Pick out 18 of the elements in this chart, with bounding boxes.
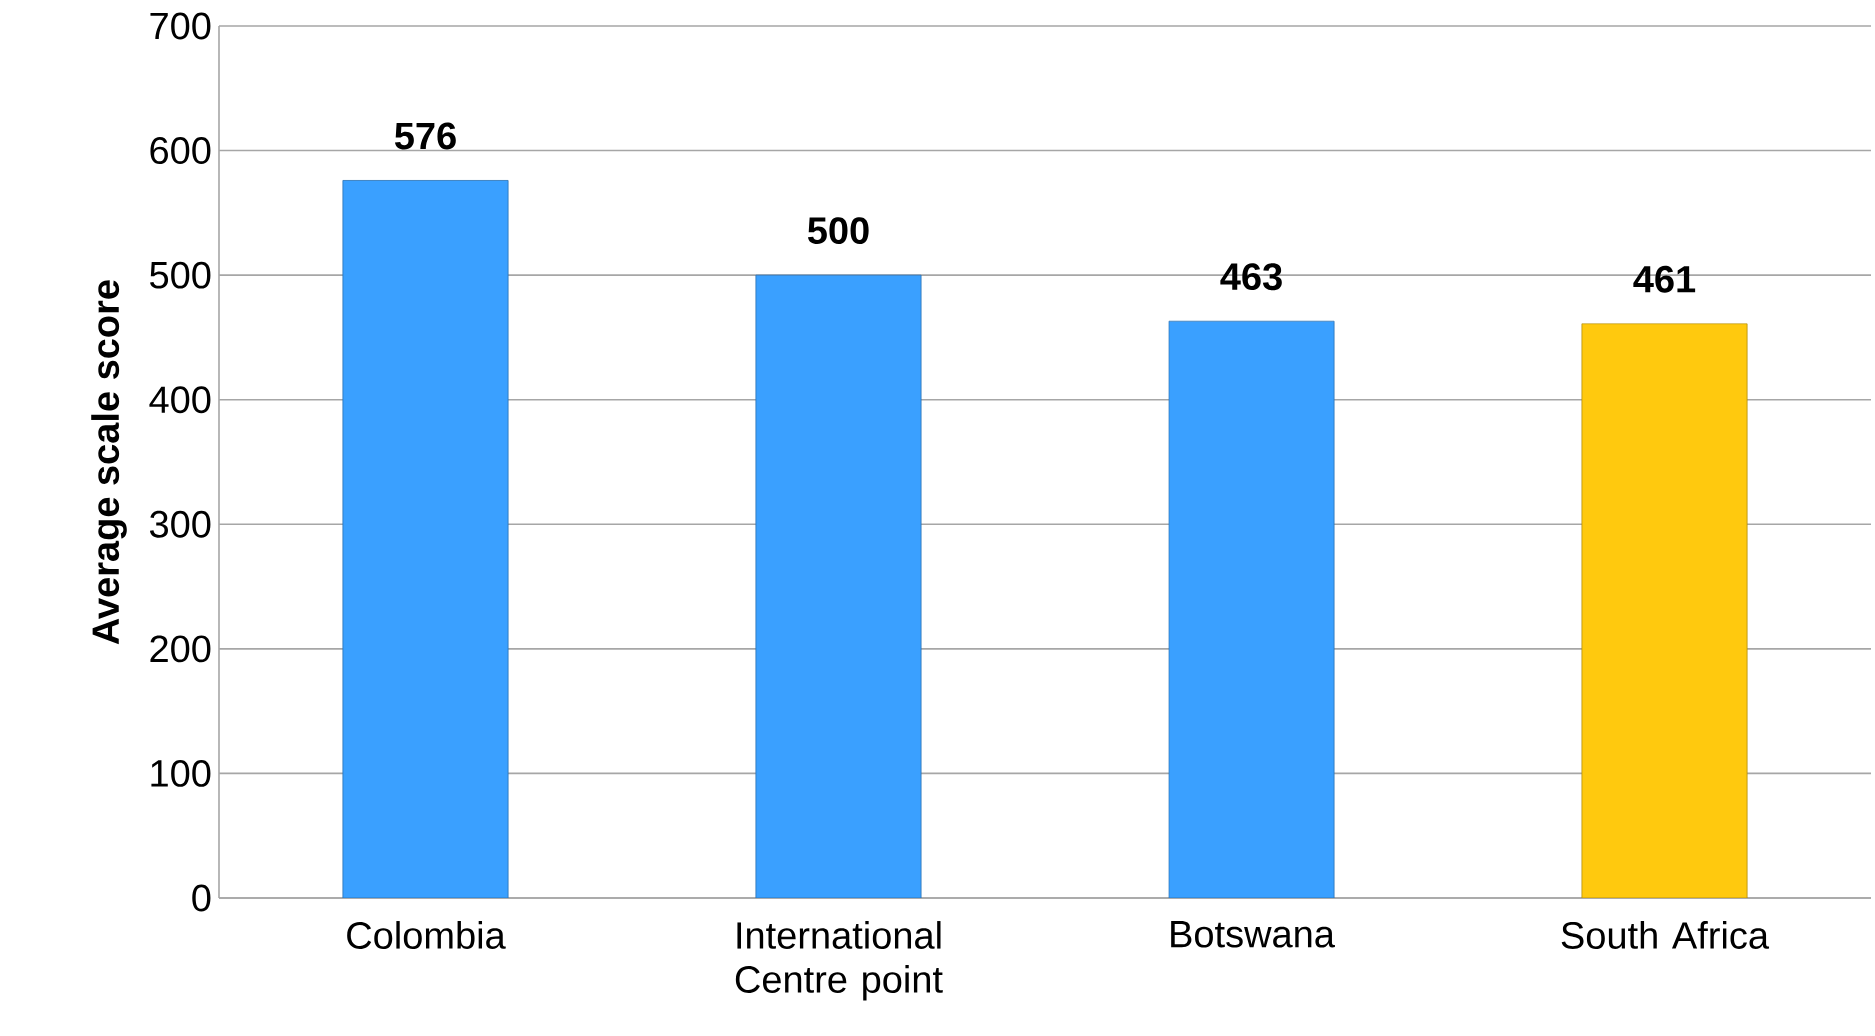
y-tick-label: 300 [149, 510, 211, 538]
x-tick-label: South Africa [1561, 921, 1770, 949]
y-tick-label: 400 [149, 386, 211, 414]
data-label: 461 [1633, 265, 1696, 293]
y-tick-label: 700 [150, 12, 211, 40]
bar [342, 180, 509, 898]
y-tick-label: 600 [150, 137, 211, 165]
y-axis-title: Average scale score [91, 280, 127, 645]
y-tick-label: 100 [151, 759, 211, 787]
y-tick-label: 200 [150, 635, 211, 663]
x-tick-label: International Centre point [735, 921, 943, 1001]
data-label: 576 [394, 122, 456, 150]
x-tick-label: Botswana [1171, 921, 1335, 948]
data-label: 463 [1220, 263, 1282, 291]
y-tick-label: 500 [150, 261, 211, 289]
y-tick-label: 0 [192, 884, 211, 912]
data-label: 500 [807, 217, 869, 245]
x-tick-label: Colombia [347, 921, 506, 949]
